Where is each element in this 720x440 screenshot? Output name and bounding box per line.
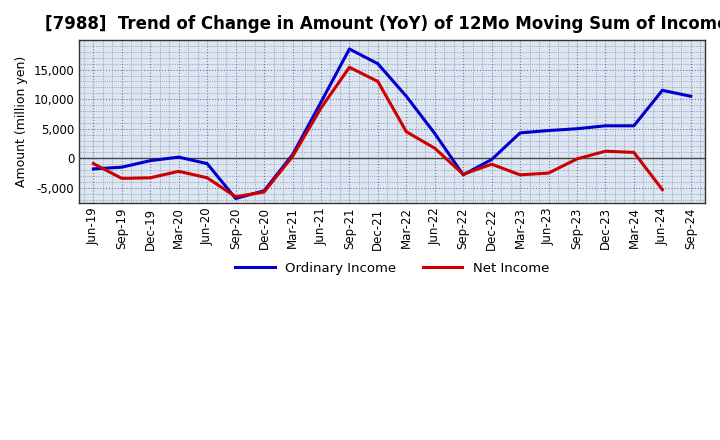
- Ordinary Income: [231, 196, 240, 201]
- Net Income: [658, 187, 667, 192]
- Net Income: [629, 150, 638, 155]
- Net Income: [231, 194, 240, 199]
- Ordinary Income: [459, 172, 467, 177]
- Net Income: [459, 172, 467, 177]
- Net Income: [203, 175, 212, 180]
- Net Income: [146, 175, 155, 180]
- Title: [7988]  Trend of Change in Amount (YoY) of 12Mo Moving Sum of Incomes: [7988] Trend of Change in Amount (YoY) o…: [45, 15, 720, 33]
- Net Income: [317, 106, 325, 111]
- Net Income: [601, 149, 610, 154]
- Ordinary Income: [658, 88, 667, 93]
- Ordinary Income: [146, 158, 155, 163]
- Net Income: [402, 129, 410, 134]
- Net Income: [544, 170, 553, 176]
- Ordinary Income: [487, 157, 496, 162]
- Line: Net Income: Net Income: [94, 67, 662, 197]
- Ordinary Income: [317, 99, 325, 105]
- Ordinary Income: [288, 152, 297, 158]
- Net Income: [117, 176, 126, 181]
- Ordinary Income: [203, 161, 212, 166]
- Y-axis label: Amount (million yen): Amount (million yen): [15, 56, 28, 187]
- Net Income: [288, 154, 297, 159]
- Ordinary Income: [117, 165, 126, 170]
- Legend: Ordinary Income, Net Income: Ordinary Income, Net Income: [230, 257, 554, 281]
- Ordinary Income: [544, 128, 553, 133]
- Line: Ordinary Income: Ordinary Income: [94, 49, 690, 198]
- Net Income: [345, 65, 354, 70]
- Net Income: [89, 161, 98, 166]
- Ordinary Income: [402, 94, 410, 99]
- Ordinary Income: [260, 188, 269, 194]
- Net Income: [516, 172, 524, 177]
- Ordinary Income: [374, 61, 382, 66]
- Ordinary Income: [601, 123, 610, 128]
- Ordinary Income: [686, 94, 695, 99]
- Net Income: [374, 79, 382, 84]
- Ordinary Income: [345, 46, 354, 51]
- Net Income: [431, 146, 439, 151]
- Net Income: [572, 156, 581, 161]
- Ordinary Income: [431, 131, 439, 136]
- Net Income: [174, 169, 183, 174]
- Ordinary Income: [89, 166, 98, 172]
- Ordinary Income: [516, 130, 524, 136]
- Ordinary Income: [629, 123, 638, 128]
- Net Income: [260, 189, 269, 194]
- Ordinary Income: [572, 126, 581, 132]
- Net Income: [487, 161, 496, 167]
- Ordinary Income: [174, 154, 183, 160]
